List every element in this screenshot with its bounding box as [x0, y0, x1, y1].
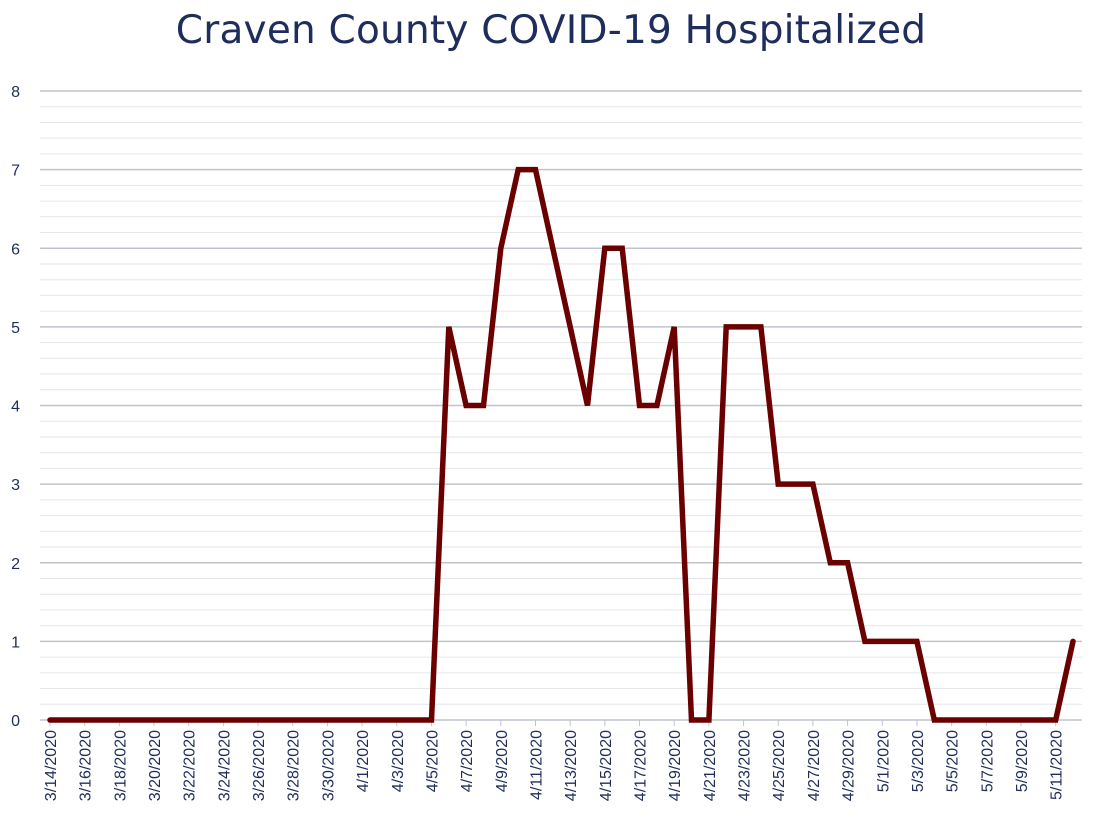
x-tick-label: 5/9/2020: [1014, 730, 1031, 792]
x-tick-label: 4/21/2020: [702, 730, 719, 801]
x-tick-label: 4/13/2020: [563, 730, 580, 801]
x-tick-label: 4/1/2020: [355, 730, 372, 792]
x-tick-label: 5/7/2020: [979, 730, 996, 792]
x-tick-label: 4/7/2020: [459, 730, 476, 792]
y-tick-label: 6: [11, 241, 20, 258]
x-tick-label: 3/14/2020: [43, 730, 60, 801]
x-tick-label: 4/25/2020: [771, 730, 788, 801]
series-layer: [47, 166, 1076, 723]
x-tick-label: 5/1/2020: [875, 730, 892, 792]
gridlines: [40, 90, 1082, 721]
x-tick-label: 3/24/2020: [216, 730, 233, 801]
x-axis-tick-labels: 3/14/2020 3/16/2020 3/18/2020 3/20/2020 3/22…: [43, 720, 1066, 801]
x-tick-label: 4/19/2020: [667, 730, 684, 801]
x-tick-label: 4/29/2020: [841, 730, 858, 801]
y-tick-label: 7: [11, 163, 20, 180]
x-tick-label: 4/15/2020: [598, 730, 615, 801]
y-tick-label: 3: [11, 477, 20, 494]
x-tick-label: 3/16/2020: [78, 730, 95, 801]
x-tick-label: 3/20/2020: [147, 730, 164, 801]
x-tick-label: 5/11/2020: [1049, 730, 1066, 800]
x-tick-label: 4/5/2020: [424, 730, 441, 792]
y-tick-label: 8: [11, 84, 20, 101]
series-line: [47, 166, 1076, 723]
x-tick-label: 5/5/2020: [945, 730, 962, 792]
x-tick-label: 3/22/2020: [182, 730, 199, 801]
y-axis-tick-labels: 0 1 2 3 4 5 6 7 8: [11, 84, 20, 730]
x-tick-label: 5/3/2020: [910, 730, 927, 792]
y-tick-label: 4: [11, 399, 20, 416]
x-tick-label: 3/28/2020: [286, 730, 303, 801]
x-tick-label: 4/23/2020: [737, 730, 754, 801]
x-tick-label: 4/17/2020: [633, 730, 650, 801]
x-tick-label: 4/27/2020: [806, 730, 823, 801]
y-tick-label: 1: [11, 634, 20, 651]
y-tick-label: 5: [11, 320, 20, 337]
x-tick-label: 4/9/2020: [494, 730, 511, 792]
y-tick-label: 2: [11, 556, 20, 573]
x-tick-label: 3/18/2020: [112, 730, 129, 801]
x-tick-label: 4/3/2020: [390, 730, 407, 792]
chart-title: Craven County COVID-19 Hospitalized: [175, 8, 927, 53]
x-tick-label: 3/26/2020: [251, 730, 268, 801]
y-tick-label: 0: [11, 713, 20, 730]
x-tick-label: 3/30/2020: [320, 730, 337, 801]
x-tick-label: 4/11/2020: [528, 730, 545, 800]
